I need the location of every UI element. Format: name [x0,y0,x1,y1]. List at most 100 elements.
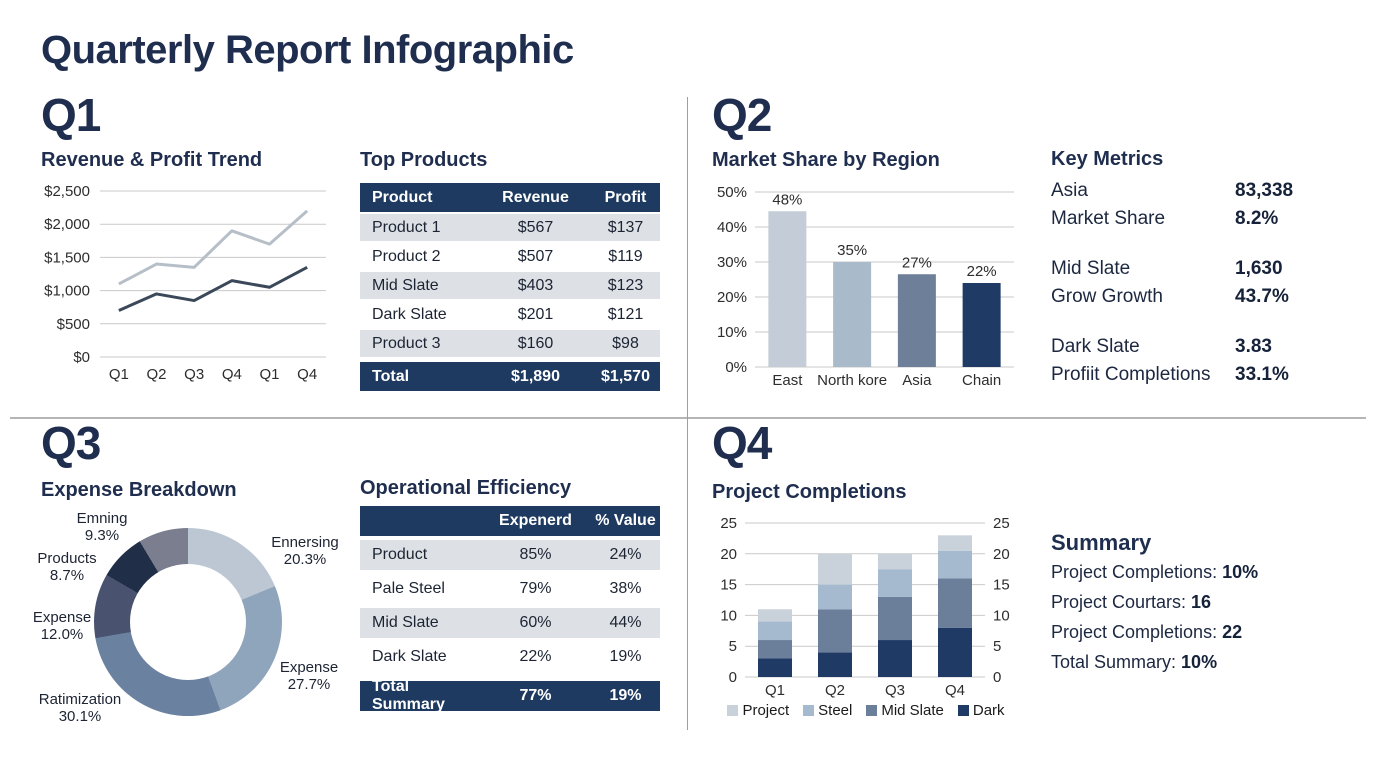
top-products-title: Top Products [360,149,488,171]
q2-label: Q2 [712,89,772,141]
table-cell: 44% [609,614,642,631]
revenue-profit-line-chart: $2,500 $2,000 $1,500 $1,000 $500 $0 Q1 Q2 Q3 Q4 Q1… [36,181,336,396]
svg-text:0: 0 [729,669,737,686]
stack-segment-project [938,535,972,551]
metric-label: Grow Growth [1051,286,1163,307]
legend-item: Steel [803,702,852,719]
svg-text:Q4: Q4 [222,366,242,383]
stack-segment-steel [818,584,852,610]
table-cell: Mid Slate [372,614,439,631]
metric-group: Asia 83,338 Market Share 8.2% [1051,180,1301,236]
q4-legend: Project Steel Mid Slate Dark [706,702,1026,719]
legend-label: Project [742,702,790,719]
metric-label: Market Share [1051,208,1166,229]
table-cell: $567 [517,218,554,236]
svg-text:5: 5 [729,638,737,655]
svg-text:48%: 48% [772,191,802,208]
metric-row: Grow Growth 43.7% [1051,286,1301,314]
table-cell: Product 2 [372,247,441,265]
svg-text:35%: 35% [837,242,867,259]
table-cell: $123 [607,276,644,294]
svg-text:Chain: Chain [962,372,1001,389]
stack-segment-mid-slate [878,596,912,641]
table-cell: Product 1 [372,218,441,236]
table-cell: $1,890 [511,367,560,385]
donut-slice-label: Emning 9.3% [77,510,128,544]
table-row: Pale Steel 79% 38% [360,574,660,604]
svg-text:15: 15 [720,577,737,594]
table-total-row: Total $1,890 $1,570 [360,362,660,391]
page-title: Quarterly Report Infographic [41,28,574,72]
operational-efficiency-table: Expenerd % Value Product 85% 24% Pale Steel 79… [360,506,660,715]
table-cell: Expenerd [499,512,572,529]
legend-label: Dark [972,702,1005,719]
metric-row: Dark Slate 3.83 [1051,336,1301,364]
stack-segment-dark [878,640,912,677]
summary-value: 10% [1222,562,1259,582]
svg-text:20%: 20% [717,289,747,306]
metric-value: 8.2% [1235,208,1279,229]
slice-name: Expense [32,609,92,626]
q1-chart-title: Revenue & Profit Trend [41,149,263,171]
svg-text:22%: 22% [967,263,997,280]
line-series-profit [118,266,308,312]
table-row: Mid Slate 60% 44% [360,608,660,638]
slice-name: Emning [76,510,128,527]
table-cell: $403 [517,276,554,294]
horizontal-divider [10,417,1366,419]
table-cell: Revenue [502,188,569,206]
stack-segment-dark [938,627,972,677]
metric-value: 3.83 [1235,336,1272,357]
expense-donut-chart [94,528,282,716]
slice-percent: 8.7% [49,567,85,584]
table-cell: Pale Steel [372,580,445,597]
table-cell: $1,570 [601,367,650,385]
table-cell: $507 [517,247,554,265]
svg-text:$2,000: $2,000 [44,216,90,233]
metric-label: Profiit Completions [1051,364,1211,385]
stack-segment-steel [938,550,972,579]
legend-item: Mid Slate [866,702,944,719]
legend-swatch-icon [803,705,815,716]
svg-text:10: 10 [993,607,1010,624]
svg-text:$1,500: $1,500 [44,249,90,266]
donut-slice-label: Ennersing 20.3% [271,534,339,568]
metric-group: Mid Slate 1,630 Grow Growth 43.7% [1051,258,1301,314]
stack-segment-mid-slate [758,640,792,659]
summary-panel: Project Completions: 10% Project Courtars… [1051,562,1258,682]
table-cell: $121 [607,305,644,323]
donut-slice-label: Ratimization 30.1% [39,691,122,725]
project-completions-stacked-chart: 25 25 20 20 15 15 10 10 5 5 0 0 Q1 Q2 Q3 Q4 [706,512,1026,717]
table-cell: Mid Slate [372,276,439,294]
summary-item: Total Summary: 10% [1051,652,1258,682]
market-share-bar-chart: 50% 40% 30% 20% 10% 0% 48% East 35% North kore 27%… [706,180,1026,397]
svg-text:0: 0 [993,669,1001,686]
slice-name: Ratimization [38,691,122,708]
summary-label: Total Summary: [1051,652,1182,672]
table-cell: Dark Slate [372,305,447,323]
stack-segment-mid-slate [938,578,972,628]
bar-chain [962,283,1001,367]
bar-north-kore [833,262,872,367]
slice-percent: 12.0% [40,626,84,643]
summary-value: 10% [1181,652,1218,672]
donut-slice-label: Expense 27.7% [280,659,338,693]
operational-efficiency-title: Operational Efficiency [360,477,572,499]
legend-swatch-icon [957,705,969,716]
svg-text:15: 15 [993,577,1010,594]
table-cell: $201 [517,305,554,323]
table-cell: Total Summary [372,678,445,713]
metric-label: Asia [1051,180,1088,201]
table-cell: Total [372,367,410,385]
table-cell: $119 [608,247,643,265]
svg-text:50%: 50% [717,184,747,201]
table-cell: 79% [519,580,552,597]
table-row: Product 3 $160 $98 [360,330,660,357]
svg-text:$2,500: $2,500 [44,183,90,200]
slice-name: Expense [279,659,339,676]
metric-value: 83,338 [1235,180,1294,201]
table-row: Product 1 $567 $137 [360,214,660,241]
summary-item: Project Completions: 22 [1051,622,1258,652]
stack-segment-project [878,553,912,570]
